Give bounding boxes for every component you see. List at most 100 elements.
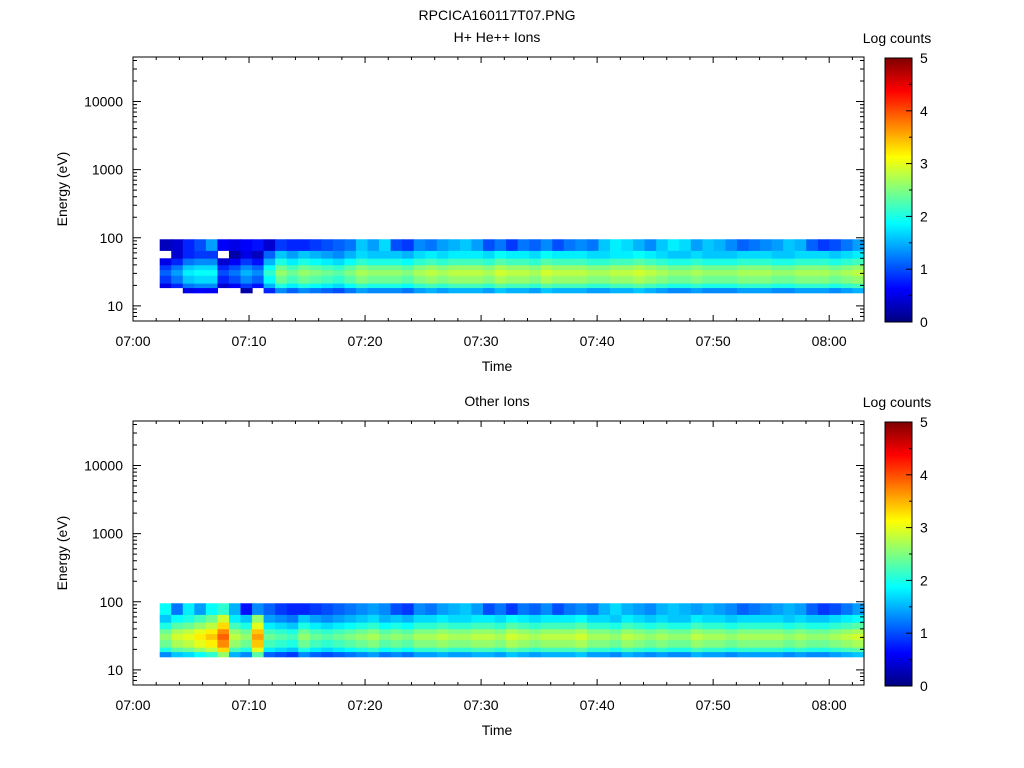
panel-2-heatmap-cell	[482, 622, 496, 630]
panel-1-heatmap-cell	[771, 269, 784, 276]
panel-2-heatmap-cell	[298, 633, 311, 640]
panel-1-heatmap-cell	[286, 250, 299, 259]
panel-2-heatmap-cell	[217, 622, 230, 630]
panel-1-heatmap-cell	[171, 283, 184, 289]
panel-1-heatmap-cell	[586, 287, 600, 294]
panel-2-heatmap-cell	[228, 651, 242, 658]
panel-1-heatmap-cell	[529, 287, 542, 294]
panel-2-x-tick-label: 08:00	[812, 697, 847, 713]
panel-2-heatmap-cell	[436, 603, 449, 615]
panel-1-heatmap-cell	[840, 275, 854, 284]
panel-2-heatmap-cell	[286, 622, 299, 630]
panel-1-heatmap-cell	[459, 269, 473, 276]
panel-1-heatmap-cell	[205, 264, 219, 271]
panel-1-heatmap-cell	[598, 275, 611, 284]
panel-2-heatmap-cell	[171, 639, 184, 648]
panel-1-heatmap-cell	[413, 275, 426, 284]
panel-1-heatmap-cell	[552, 264, 565, 271]
panel-1-heatmap-cell	[621, 287, 634, 294]
panel-2-heatmap-cell	[644, 622, 657, 630]
panel-2-heatmap-cell	[771, 628, 784, 635]
panel-2-heatmap-cell	[355, 651, 369, 658]
panel-2-heatmap-cell	[736, 647, 750, 653]
panel-1-heatmap-cell	[783, 283, 796, 289]
panel-2-heatmap-cell	[217, 647, 230, 653]
panel-1-heatmap-cell	[598, 239, 611, 251]
panel-1: H+ He++ Ions 07:00 07:10 07:20 07:30 07:40 07…	[54, 29, 931, 374]
panel-1-heatmap-cell	[482, 287, 496, 294]
panel-2-heatmap-cell	[806, 614, 819, 623]
panel-1-heatmap-cell	[529, 258, 542, 266]
panel-1-heatmap-cell	[240, 239, 253, 251]
panel-2-heatmap-cell	[506, 651, 519, 658]
panel-2-heatmap-cell	[517, 633, 530, 640]
panel-1-heatmap-cell	[402, 269, 415, 276]
panel-1-heatmap-cell	[517, 239, 530, 251]
panel-2-heatmap-cell	[702, 622, 715, 630]
panel-2-heatmap-cell	[263, 647, 276, 653]
panel-1-heatmap-cell	[771, 283, 784, 289]
panel-2-heatmap-cell	[344, 639, 357, 648]
panel-2-heatmap-cell	[321, 633, 334, 640]
panel-1-heatmap-cell	[656, 239, 669, 251]
panel-2-heatmap-cell	[783, 628, 796, 635]
panel-2-heatmap-cell	[367, 603, 380, 615]
panel-2-heatmap-cell	[506, 639, 519, 648]
panel-1-heatmap-cell	[840, 239, 854, 251]
panel-2-heatmap-cell	[586, 647, 600, 653]
panel-2-heatmap-cell	[494, 603, 507, 615]
panel-1-axes: 07:00 07:10 07:20 07:30 07:40 07:50 08:00 10 100…	[84, 57, 864, 349]
panel-1-heatmap-cell	[286, 239, 299, 251]
panel-1-heatmap-cell	[367, 287, 380, 294]
panel-2-heatmap-cell	[240, 622, 253, 630]
panel-2-heatmap-cell	[529, 622, 542, 630]
panel-1-heatmap-cell	[309, 264, 322, 271]
panel-2-heatmap-cell	[783, 651, 796, 658]
panel-2-heatmap-cell	[656, 647, 669, 653]
panel-1-heatmap-cell	[506, 239, 519, 251]
panel-2-colorbar-tick-label: 0	[920, 678, 928, 694]
panel-2-heatmap-cell	[275, 633, 288, 640]
panel-1-heatmap-cell	[205, 283, 219, 289]
panel-1-heatmap-cell	[217, 258, 230, 266]
panel-2-heatmap-cell	[355, 633, 369, 640]
panel-1-heatmap-cell	[379, 287, 392, 294]
panel-2-heatmap-cell	[263, 639, 276, 648]
panel-1-heatmap-cell	[783, 269, 796, 276]
panel-2-heatmap	[159, 603, 865, 658]
panel-1-heatmap-cell	[817, 258, 830, 266]
panel-2-heatmap-cell	[852, 651, 865, 658]
panel-1-heatmap-cell	[379, 275, 392, 284]
panel-1-heatmap-cell	[228, 239, 242, 251]
panel-1-heatmap-cell	[517, 258, 530, 266]
panel-2-heatmap-cell	[598, 639, 611, 648]
panel-1-heatmap-cell	[390, 275, 403, 284]
panel-2-heatmap-cell	[506, 647, 519, 653]
panel-1-heatmap-cell	[413, 264, 426, 271]
panel-1-heatmap-cell	[286, 258, 299, 266]
panel-1-heatmap-cell	[402, 283, 415, 289]
panel-1-heatmap-cell	[806, 258, 819, 266]
panel-2-heatmap-cell	[679, 639, 692, 648]
panel-2-heatmap-cell	[598, 622, 611, 630]
panel-2-heatmap-cell	[459, 622, 473, 630]
panel-2-heatmap-cell	[240, 651, 253, 658]
panel-2-heatmap-cell	[344, 614, 357, 623]
panel-1-heatmap-cell	[194, 269, 207, 276]
panel-2-heatmap-cell	[633, 633, 646, 640]
panel-1-heatmap-cell	[713, 239, 727, 251]
panel-1-heatmap-cell	[794, 239, 807, 251]
panel-2-heatmap-cell	[171, 603, 184, 615]
panel-1-heatmap-cell	[448, 239, 461, 251]
panel-2-heatmap-cell	[517, 639, 530, 648]
panel-2-heatmap-cell	[159, 633, 172, 640]
panel-1-heatmap-cell	[586, 283, 600, 289]
panel-2-heatmap-cell	[506, 628, 519, 635]
panel-1-heatmap-cell	[332, 275, 346, 284]
panel-1-heatmap-cell	[482, 269, 496, 276]
panel-1-heatmap-cell	[621, 250, 634, 259]
panel-1-heatmap-cell	[760, 287, 773, 294]
panel-2-heatmap-cell	[413, 639, 426, 648]
panel-2-heatmap-cell	[298, 651, 311, 658]
panel-1-heatmap-cell	[667, 264, 680, 271]
